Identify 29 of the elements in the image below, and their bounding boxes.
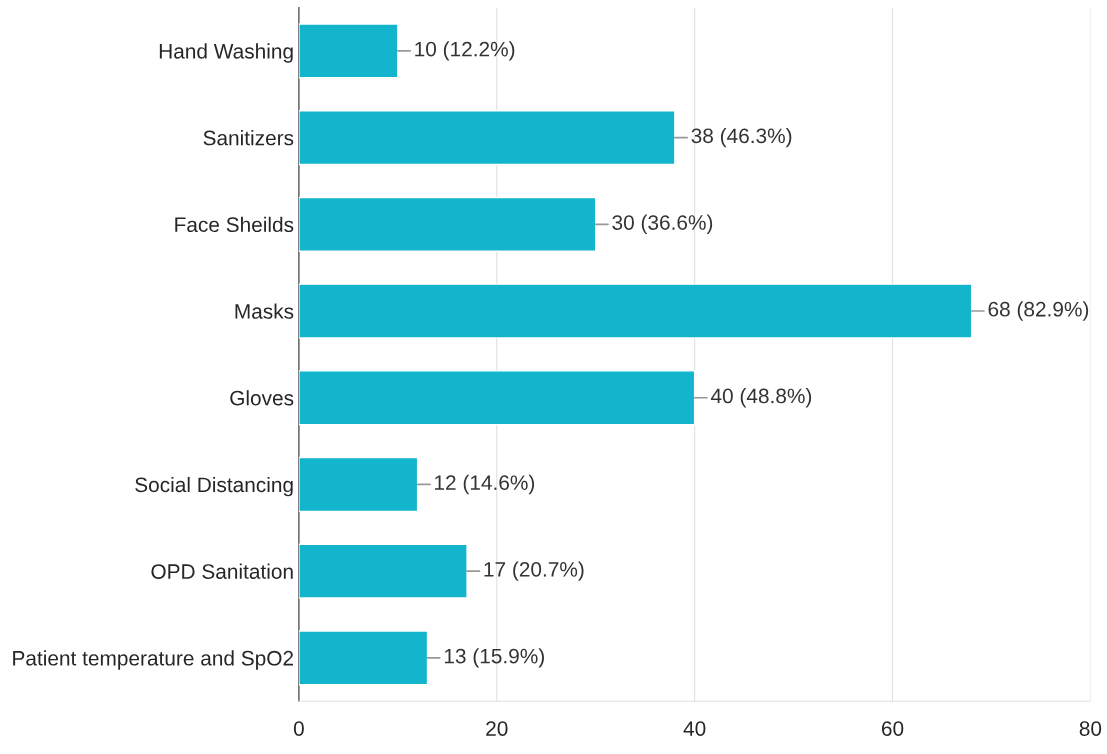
y-tick-label: Sanitizers: [203, 130, 294, 146]
bar: [298, 456, 419, 513]
bar: [298, 23, 399, 79]
y-tick-label: Social Distancing: [135, 476, 293, 497]
data-label: 68 (82.9%): [988, 301, 1089, 321]
x-tick-label: 0: [293, 721, 304, 736]
data-label: 12 (14.6%): [435, 474, 535, 495]
x-tick-label: 40: [683, 721, 706, 736]
y-tick-label: Face Sheilds: [175, 216, 294, 233]
y-tick-label: Hand Washing: [159, 43, 293, 63]
x-tick-label: 20: [486, 721, 508, 736]
bar: [298, 543, 468, 599]
bar: [298, 630, 429, 686]
x-tick-label: 60: [881, 721, 904, 736]
data-label: 17 (20.7%): [484, 561, 584, 581]
y-tick-label: Gloves: [230, 390, 294, 406]
data-label: 38 (46.3%): [691, 127, 792, 148]
bar: [298, 283, 973, 339]
bar: [298, 196, 597, 252]
y-tick-label: Patient temperature and SpO2: [13, 650, 293, 670]
data-label: 10 (12.2%): [415, 41, 515, 61]
x-tick-label: 80: [1079, 721, 1102, 736]
y-tick-label: OPD Sanitation: [151, 563, 293, 579]
bar: [298, 370, 696, 426]
bar: [298, 110, 676, 166]
data-label: 30 (36.6%): [612, 214, 713, 235]
y-tick-label: Masks: [235, 303, 294, 319]
data-label: 40 (48.8%): [710, 388, 812, 408]
data-label: 13 (15.9%): [444, 648, 544, 668]
